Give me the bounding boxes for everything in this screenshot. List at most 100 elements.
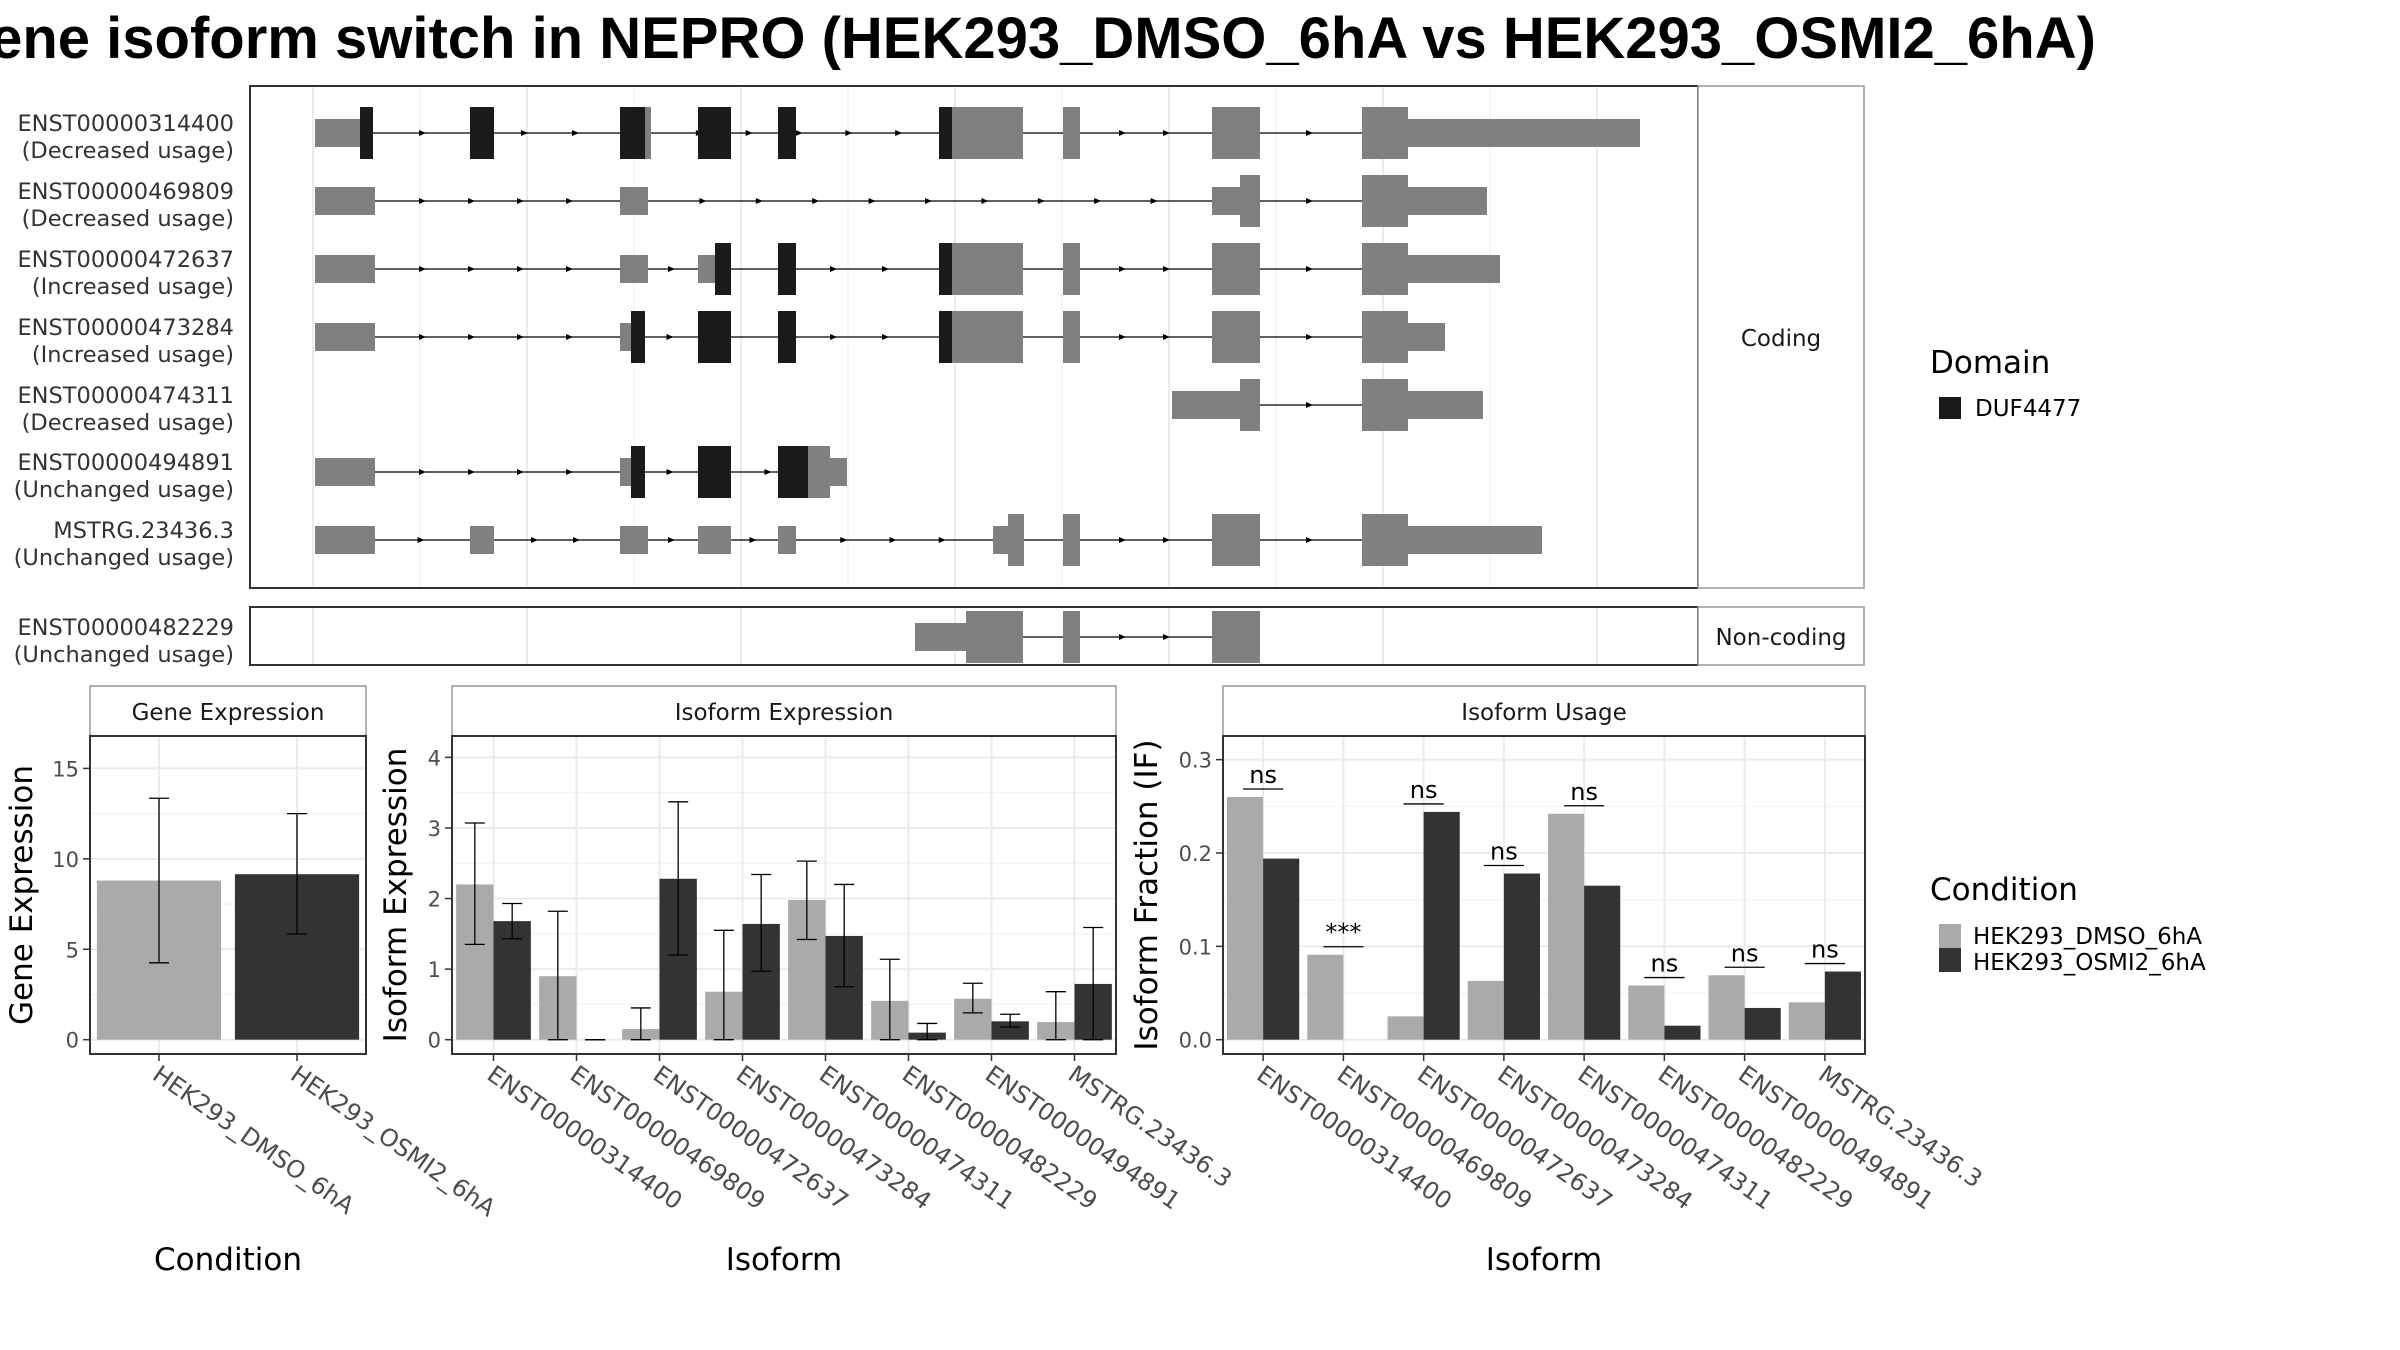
transcript-2-arrow-3-3 — [882, 266, 889, 272]
transcript-4-exon-0 — [1172, 391, 1240, 419]
transcript-6-exon-5 — [993, 526, 1008, 554]
noncoding-transcript-0-arrow-2-2 — [1163, 634, 1170, 640]
isoform-usage-strip — [1222, 685, 1866, 737]
isoform-usage-y-title: Isoform Fraction (IF) — [1129, 739, 1165, 1050]
isoform-expression-y-title: Isoform Expression — [378, 748, 414, 1043]
transcript-0-domain-4 — [778, 107, 796, 159]
transcript-2-arrow-5-2 — [1163, 266, 1170, 272]
transcript-6-exon-3 — [698, 526, 731, 554]
transcript-3-exon-6 — [1212, 311, 1260, 363]
transcript-6-arrow-2-1 — [668, 537, 675, 543]
transcript-1-exon-5 — [1408, 187, 1487, 215]
transcript-5-exon-5 — [830, 458, 847, 486]
gene-expression-tick-label-1: 5 — [66, 938, 79, 962]
transcript-3-arrow-0-1 — [419, 334, 426, 340]
transcript-3-exon-1 — [620, 323, 631, 351]
transcript-4-arrow-1-1 — [1306, 402, 1313, 408]
gene-expression-bars — [96, 797, 360, 1040]
transcript-5-domain-1 — [698, 446, 731, 498]
transcript-models — [315, 107, 1640, 663]
domain-legend-swatch — [1939, 397, 1961, 419]
transcript-1-usage-label: (Decreased usage) — [22, 206, 234, 232]
transcript-3-domain-1 — [698, 311, 731, 363]
isoform-usage-bar-s0-5 — [1628, 985, 1665, 1040]
transcript-6-arrow-4-3 — [938, 537, 946, 543]
transcript-1-arrow-1-4 — [868, 198, 876, 204]
transcript-6-exon-2 — [620, 526, 648, 554]
isoform-usage-bar-s1-4 — [1584, 885, 1621, 1040]
transcript-5-arrow-0-1 — [419, 469, 426, 475]
transcript-6-arrow-3-1 — [749, 537, 757, 543]
noncoding-transcript-0-exon-3 — [1212, 611, 1260, 663]
isoform-usage-bar-s0-4 — [1548, 813, 1585, 1040]
transcript-labels: ENST00000314400 (Decreased usage) ENST0000… — [14, 111, 234, 668]
transcript-6-arrow-4-1 — [840, 537, 848, 543]
transcript-1-arrow-1-9 — [1150, 198, 1158, 204]
transcript-6-arrow-8-1 — [1306, 537, 1313, 543]
gene-expression-x-title: Condition — [154, 1242, 302, 1278]
transcript-5-exon-1 — [620, 458, 631, 486]
transcript-1-arrow-0-4 — [566, 198, 573, 204]
transcript-3-arrow-0-2 — [468, 334, 475, 340]
transcript-1-arrow-0-2 — [468, 198, 475, 204]
transcript-0-domain-2 — [620, 107, 645, 159]
transcript-1-arrow-1-6 — [981, 198, 989, 204]
transcript-0-arrow-4-2 — [1163, 130, 1170, 136]
isoform-usage-bar-s1-7 — [1824, 971, 1861, 1040]
isoform-expression-x-ticks: ENST00000314400ENST00000469809ENST000004… — [482, 1054, 1237, 1215]
isoform-usage-title: Isoform Usage — [1461, 700, 1626, 726]
transcript-5-arrow-3-1 — [764, 469, 772, 475]
transcript-2-usage-label: (Increased usage) — [32, 274, 234, 300]
noncoding-transcript-0-exon-2 — [1063, 611, 1080, 663]
transcript-0-domain-3 — [698, 107, 731, 159]
transcript-0-arrow-2-2 — [745, 130, 753, 136]
transcript-6-exon-4 — [778, 526, 796, 554]
transcript-3-id-label: ENST00000473284 — [17, 315, 234, 341]
transcript-1-exon-3 — [1240, 175, 1260, 227]
transcript-3-arrow-2-1 — [666, 334, 674, 340]
isoform-usage-sig-label-2: ns — [1410, 776, 1438, 804]
transcript-0-exon-4 — [1063, 107, 1080, 159]
isoform-usage-bar-s1-3 — [1503, 873, 1540, 1040]
isoform-expression-chart: Isoform Expression 0 1 2 3 4 ENST00000314400… — [378, 685, 1237, 1278]
transcript-1-arrow-1-8 — [1094, 198, 1102, 204]
transcript-structure-panel: Coding Non-coding ENST00000314400(Decrea… — [14, 85, 1865, 668]
noncoding-transcript-0-exon-0 — [915, 623, 966, 651]
transcript-3-arrow-3-3 — [882, 334, 889, 340]
noncoding-transcript-0-arrow-2-1 — [1119, 634, 1126, 640]
gene-expression-y-ticks: 0 5 10 15 — [52, 757, 90, 1053]
transcript-2-arrow-0-2 — [468, 266, 475, 272]
transcript-0-id-label: ENST00000314400 — [17, 111, 234, 137]
transcript-0-arrow-2-3 — [795, 130, 803, 136]
isoform-expression-bar-s1-6 — [991, 1021, 1029, 1040]
transcript-3-exon-5 — [1063, 311, 1080, 363]
domain-legend-title: Domain — [1930, 345, 2050, 381]
transcript-0-arrow-4-1 — [1119, 130, 1126, 136]
transcript-4-exon-2 — [1362, 379, 1408, 431]
coding-strip — [1697, 85, 1865, 589]
isoform-usage-sig-label-4: ns — [1570, 778, 1598, 806]
gene-expression-tick-label-3: 15 — [52, 757, 79, 781]
transcript-6-exon-8 — [1212, 514, 1260, 566]
transcript-2-exon-5 — [1063, 243, 1080, 295]
transcript-6-arrow-7-1 — [1119, 537, 1126, 543]
isoform-expression-tick-label-3: 3 — [428, 817, 441, 841]
transcript-0-arrow-2-5 — [895, 130, 903, 136]
transcript-5-exon-4 — [808, 446, 830, 498]
condition-legend-label-osmi2: HEK293_OSMI2_6hA — [1973, 950, 2206, 976]
condition-legend-label-dmso: HEK293_DMSO_6hA — [1973, 924, 2202, 950]
isoform-usage-bar-s1-6 — [1744, 1007, 1781, 1040]
transcript-2-exon-2 — [698, 255, 715, 283]
isoform-expression-bar-s1-0 — [493, 921, 531, 1040]
transcript-1-arrow-1-1 — [699, 198, 707, 204]
transcript-2-arrow-0-1 — [419, 266, 426, 272]
transcript-4-id-label: ENST00000474311 — [17, 383, 234, 409]
noncoding-transcript-0-usage-label: (Unchanged usage) — [14, 642, 234, 668]
transcript-3-domain-3 — [939, 311, 952, 363]
transcript-5-arrow-0-2 — [468, 469, 475, 475]
transcript-1-arrow-1-5 — [925, 198, 932, 204]
transcript-0-arrow-1-3 — [521, 130, 528, 136]
transcript-3-exon-8 — [1408, 323, 1445, 351]
transcript-5-usage-label: (Unchanged usage) — [14, 477, 234, 503]
transcript-1-exon-2 — [1212, 187, 1240, 215]
